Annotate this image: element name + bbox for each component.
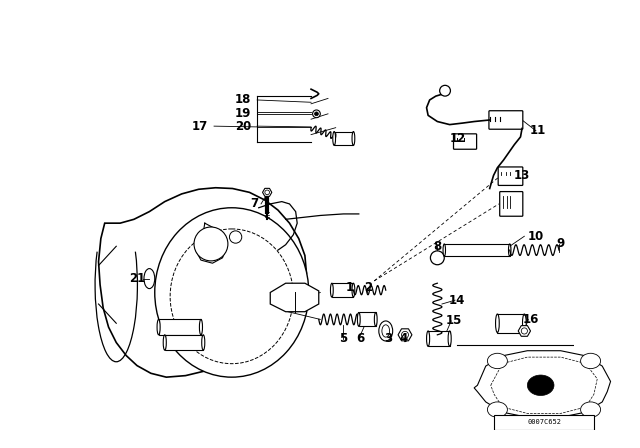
Ellipse shape — [330, 283, 333, 297]
Bar — [497, 314, 524, 332]
Text: 5: 5 — [339, 332, 348, 345]
Circle shape — [521, 328, 527, 334]
Text: 21: 21 — [129, 272, 145, 285]
Ellipse shape — [427, 331, 429, 346]
Ellipse shape — [357, 313, 360, 326]
Text: 14: 14 — [449, 293, 465, 307]
Circle shape — [431, 251, 444, 265]
Text: 9: 9 — [556, 237, 564, 250]
Text: 4: 4 — [399, 332, 408, 345]
Text: 19: 19 — [235, 108, 252, 121]
FancyBboxPatch shape — [454, 134, 477, 149]
Ellipse shape — [448, 331, 451, 346]
Polygon shape — [262, 188, 272, 196]
Circle shape — [580, 402, 600, 417]
Ellipse shape — [379, 321, 393, 341]
Ellipse shape — [163, 335, 166, 350]
Text: 15: 15 — [446, 314, 463, 327]
Bar — [494, 415, 594, 430]
Text: 18: 18 — [235, 94, 252, 107]
Circle shape — [527, 375, 554, 396]
Bar — [332, 283, 353, 297]
FancyBboxPatch shape — [489, 111, 523, 129]
Bar — [164, 335, 204, 350]
Text: 20: 20 — [235, 120, 252, 133]
Text: 8: 8 — [433, 240, 442, 253]
Ellipse shape — [522, 314, 526, 332]
Circle shape — [230, 231, 242, 243]
Polygon shape — [398, 329, 412, 341]
Circle shape — [440, 85, 451, 96]
FancyBboxPatch shape — [498, 167, 523, 185]
Circle shape — [194, 227, 228, 261]
Circle shape — [312, 110, 320, 118]
Ellipse shape — [352, 132, 355, 146]
FancyBboxPatch shape — [500, 192, 523, 216]
Text: 12: 12 — [449, 132, 465, 145]
Circle shape — [488, 402, 508, 417]
Text: 16: 16 — [522, 313, 539, 326]
Circle shape — [401, 332, 408, 338]
Ellipse shape — [374, 313, 377, 326]
Text: 1: 1 — [346, 281, 354, 294]
Text: 2: 2 — [364, 281, 372, 294]
Ellipse shape — [443, 244, 445, 256]
Polygon shape — [99, 188, 307, 377]
Circle shape — [580, 353, 600, 369]
Text: 11: 11 — [529, 124, 545, 137]
Text: 10: 10 — [528, 230, 544, 243]
Bar — [428, 331, 450, 346]
Ellipse shape — [509, 244, 511, 256]
Text: 3: 3 — [384, 332, 392, 345]
Ellipse shape — [495, 314, 499, 332]
Bar — [159, 319, 201, 335]
Text: 17: 17 — [192, 120, 208, 133]
Ellipse shape — [170, 229, 293, 364]
Ellipse shape — [200, 319, 202, 335]
Text: 7: 7 — [250, 198, 258, 211]
Ellipse shape — [352, 283, 355, 297]
Circle shape — [314, 112, 318, 116]
Text: 0007C652: 0007C652 — [527, 419, 561, 426]
Text: 13: 13 — [514, 169, 530, 182]
Circle shape — [488, 353, 508, 369]
Circle shape — [265, 190, 269, 195]
Text: 6: 6 — [356, 332, 364, 345]
Ellipse shape — [155, 208, 308, 377]
Bar — [359, 313, 376, 326]
Polygon shape — [474, 351, 611, 417]
Bar — [334, 132, 353, 146]
Ellipse shape — [202, 335, 205, 350]
Bar — [444, 244, 509, 256]
Polygon shape — [270, 283, 319, 312]
Ellipse shape — [333, 132, 335, 146]
Ellipse shape — [157, 319, 160, 335]
Ellipse shape — [144, 269, 155, 289]
Ellipse shape — [382, 325, 390, 337]
Polygon shape — [518, 326, 531, 336]
